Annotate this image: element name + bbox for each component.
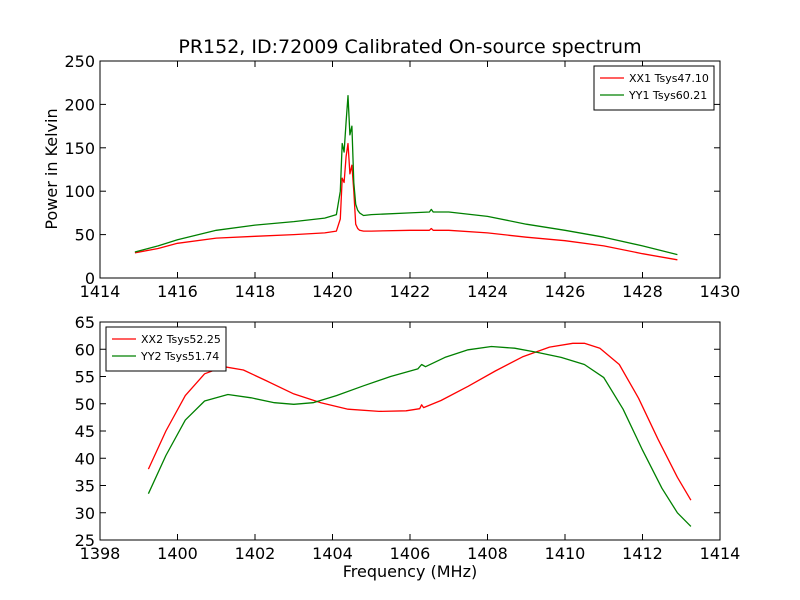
y-tick-label: 30 bbox=[75, 504, 95, 523]
x-tick-label: 1430 bbox=[700, 282, 741, 301]
y-tick-label: 65 bbox=[75, 313, 95, 332]
x-tick-label: 1398 bbox=[80, 544, 121, 563]
series-line-yy1 bbox=[134, 95, 678, 256]
y-tick-label: 60 bbox=[75, 340, 95, 359]
x-tick-label: 1424 bbox=[467, 282, 508, 301]
x-tick-label: 1410 bbox=[545, 544, 586, 563]
legend-entry: YY1 Tsys60.21 bbox=[628, 89, 707, 102]
legend-box bbox=[593, 65, 715, 111]
legend: XX1 Tsys47.10 YY1 Tsys60.21 bbox=[593, 65, 715, 111]
x-tick-label: 1416 bbox=[157, 282, 198, 301]
y-tick-label: 250 bbox=[64, 52, 95, 71]
x-tick-label: 1402 bbox=[235, 544, 276, 563]
x-tick-label: 1408 bbox=[467, 544, 508, 563]
y-tick-label: 40 bbox=[75, 449, 95, 468]
legend-entry: YY2 Tsys51.74 bbox=[140, 350, 219, 363]
series-line-xx2 bbox=[147, 342, 692, 501]
y-tick-label: 55 bbox=[75, 368, 95, 387]
y-tick-label: 50 bbox=[75, 226, 95, 245]
x-axis-label: Frequency (MHz) bbox=[343, 562, 477, 581]
x-tick-label: 1404 bbox=[312, 544, 353, 563]
x-tick-label: 1418 bbox=[235, 282, 276, 301]
y-tick-label: 100 bbox=[64, 182, 95, 201]
y-tick-label: 35 bbox=[75, 477, 95, 496]
legend: XX2 Tsys52.25 YY2 Tsys51.74 bbox=[105, 326, 227, 372]
x-tick-label: 1420 bbox=[312, 282, 353, 301]
legend-entry: XX2 Tsys52.25 bbox=[141, 333, 221, 346]
x-tick-label: 1400 bbox=[157, 544, 198, 563]
x-tick-label: 1414 bbox=[80, 282, 121, 301]
x-tick-label: 1406 bbox=[390, 544, 431, 563]
y-tick-label: 200 bbox=[64, 95, 95, 114]
x-tick-label: 1426 bbox=[545, 282, 586, 301]
y-tick-label: 0 bbox=[85, 269, 95, 288]
x-tick-label: 1422 bbox=[390, 282, 431, 301]
x-tick-label: 1428 bbox=[622, 282, 663, 301]
y-tick-label: 45 bbox=[75, 422, 95, 441]
y-tick-label: 150 bbox=[64, 139, 95, 158]
legend-entry: XX1 Tsys47.10 bbox=[629, 72, 709, 85]
y-axis-label: Power in Kelvin bbox=[42, 108, 61, 229]
chart-title: PR152, ID:72009 Calibrated On-source spe… bbox=[178, 36, 641, 58]
x-tick-label: 1414 bbox=[700, 544, 741, 563]
series-line-yy2 bbox=[147, 345, 692, 527]
series-line-xx1 bbox=[134, 142, 678, 261]
y-tick-label: 50 bbox=[75, 395, 95, 414]
x-tick-label: 1412 bbox=[622, 544, 663, 563]
legend-box bbox=[105, 326, 227, 372]
top-spectrum-plot: 1414 1416 1418 1420 1422 1424 1426 1428 1430 0 50 1… bbox=[64, 52, 740, 301]
bottom-spectrum-plot: 1398 1400 1402 1404 1406 1408 1410 1412 1414 25 30… bbox=[75, 313, 741, 563]
y-tick-label: 25 bbox=[75, 531, 95, 550]
